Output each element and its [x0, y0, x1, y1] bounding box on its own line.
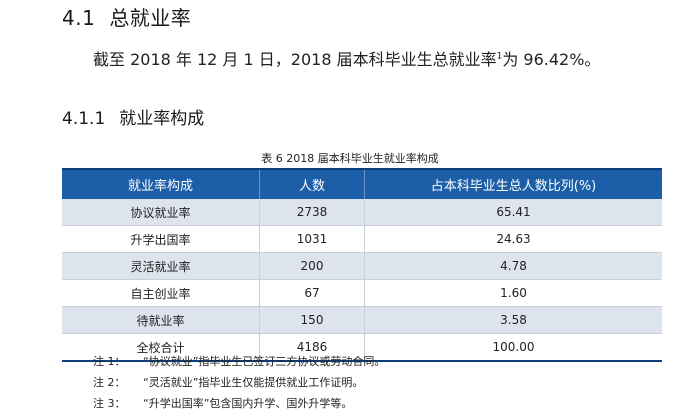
- paragraph-text-start: 截至 2018 年 12 月 1 日，2018 届本科毕业生总就业率: [93, 50, 497, 69]
- cell-count: 67: [259, 279, 365, 307]
- footnote-marker: 1: [496, 51, 503, 62]
- header-percentage: 占本科毕业生总人数比列(%): [364, 168, 662, 199]
- section-title: 总就业率: [109, 6, 192, 30]
- cell-percentage: 1.60: [364, 279, 662, 307]
- note-text: “升学出国率”包含国内升学、国外升学等。: [143, 397, 353, 410]
- table-caption: 表 6 2018 届本科毕业生就业率构成: [261, 152, 439, 165]
- subsection-heading: 4.1.1 就业率构成: [62, 104, 204, 129]
- note-text: “灵活就业”指毕业生仅能提供就业工作证明。: [143, 376, 364, 389]
- cell-count: 1031: [259, 225, 365, 253]
- table-header-row: 就业率构成 人数 占本科毕业生总人数比列(%): [62, 168, 662, 199]
- cell-count: 4186: [259, 333, 365, 362]
- table-notes: 注 1： “协议就业”指毕业生已签订三方协议或劳动合同。 注 2： “灵活就业”指毕…: [93, 351, 385, 414]
- summary-paragraph: 截至 2018 年 12 月 1 日，2018 届本科毕业生总就业率1为 96.…: [93, 46, 600, 70]
- table-total-row: 全校合计 4186 100.00: [62, 333, 662, 362]
- section-heading: 4.1 总就业率: [62, 2, 191, 31]
- table-row: 自主创业率 67 1.60: [62, 279, 662, 307]
- note-text: “协议就业”指毕业生已签订三方协议或劳动合同。: [143, 355, 386, 368]
- section-number: 4.1: [62, 6, 96, 30]
- paragraph-text-end: 为 96.42%。: [502, 50, 601, 69]
- employment-rate-table: 就业率构成 人数 占本科毕业生总人数比列(%) 协议就业率 2738 65.41…: [62, 168, 662, 362]
- subsection-title: 就业率构成: [119, 109, 205, 129]
- note-item: 注 3： “升学出国率”包含国内升学、国外升学等。: [93, 393, 385, 414]
- cell-percentage: 24.63: [364, 225, 662, 253]
- cell-category: 灵活就业率: [62, 252, 260, 280]
- note-label: 注 3：: [93, 397, 126, 410]
- cell-count: 2738: [259, 199, 365, 226]
- cell-percentage: 65.41: [364, 199, 662, 226]
- cell-count: 200: [259, 252, 365, 280]
- cell-percentage: 100.00: [364, 333, 662, 362]
- table-row: 待就业率 150 3.58: [62, 306, 662, 334]
- cell-category: 待就业率: [62, 306, 260, 334]
- subsection-number: 4.1.1: [62, 109, 106, 129]
- note-label: 注 2：: [93, 376, 126, 389]
- cell-category: 协议就业率: [62, 199, 260, 226]
- cell-percentage: 3.58: [364, 306, 662, 334]
- header-category: 就业率构成: [62, 168, 260, 199]
- cell-category: 自主创业率: [62, 279, 260, 307]
- table-row: 灵活就业率 200 4.78: [62, 252, 662, 280]
- header-count: 人数: [259, 168, 365, 199]
- note-item: 注 1： “协议就业”指毕业生已签订三方协议或劳动合同。: [93, 351, 385, 372]
- table-row: 升学出国率 1031 24.63: [62, 225, 662, 253]
- cell-category: 全校合计: [62, 333, 260, 362]
- cell-percentage: 4.78: [364, 252, 662, 280]
- note-label: 注 1：: [93, 355, 126, 368]
- note-item: 注 2： “灵活就业”指毕业生仅能提供就业工作证明。: [93, 372, 385, 393]
- table-row: 协议就业率 2738 65.41: [62, 199, 662, 226]
- cell-category: 升学出国率: [62, 225, 260, 253]
- cell-count: 150: [259, 306, 365, 334]
